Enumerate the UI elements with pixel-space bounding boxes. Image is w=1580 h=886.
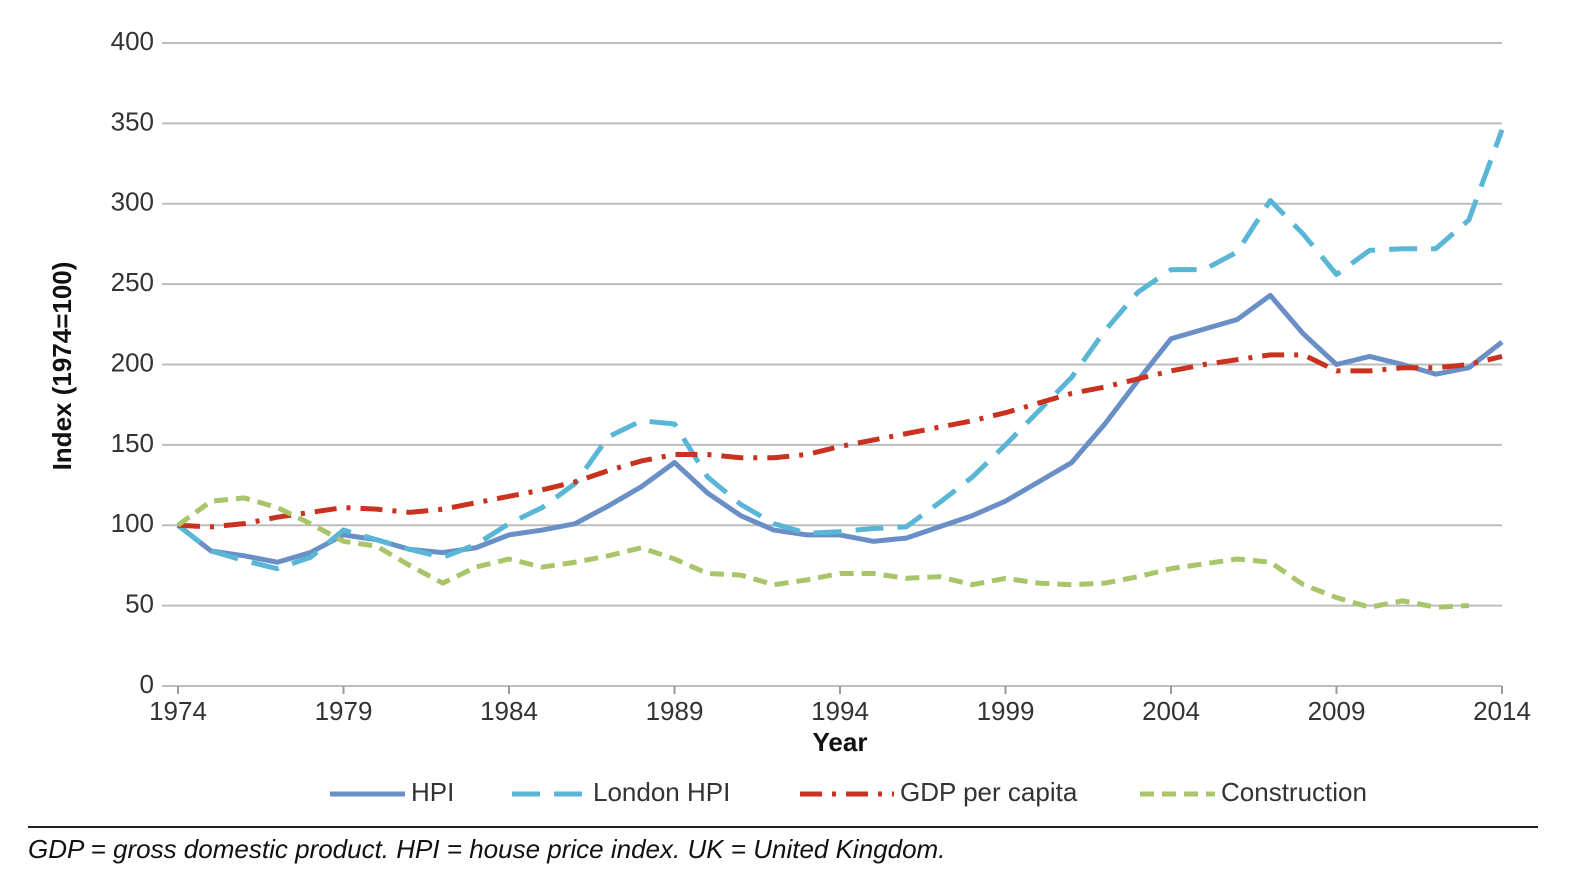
- y-tick-label: 50: [125, 589, 154, 619]
- legend-label: Construction: [1221, 777, 1367, 807]
- x-axis-label: Year: [813, 727, 868, 757]
- x-tick-label: 1974: [149, 696, 207, 726]
- y-tick-label: 100: [111, 508, 154, 538]
- series-line: [176, 495, 1470, 610]
- x-tick-label: 2014: [1473, 696, 1531, 726]
- y-tick-label: 300: [111, 187, 154, 217]
- x-tick-label: 1989: [646, 696, 704, 726]
- series-line: [176, 128, 1505, 572]
- x-tick-label: 1979: [315, 696, 373, 726]
- x-tick-label: 1999: [977, 696, 1035, 726]
- y-tick-label: 400: [111, 26, 154, 56]
- x-tick-label: 1984: [480, 696, 538, 726]
- y-tick-label: 0: [140, 669, 154, 699]
- x-tick-label: 2004: [1142, 696, 1200, 726]
- footnote: GDP = gross domestic product. HPI = hous…: [28, 834, 945, 864]
- y-axis-label: Index (1974=100): [47, 262, 77, 471]
- legend-label: HPI: [411, 777, 454, 807]
- series-line: [177, 352, 1503, 530]
- legend-label: GDP per capita: [900, 777, 1078, 807]
- y-tick-label: 200: [111, 347, 154, 377]
- series-line: [176, 292, 1504, 565]
- legend-label: London HPI: [593, 777, 730, 807]
- y-tick-label: 150: [111, 428, 154, 458]
- y-tick-label: 250: [111, 267, 154, 297]
- x-tick-label: 1994: [811, 696, 869, 726]
- y-tick-label: 350: [111, 106, 154, 136]
- x-tick-label: 2009: [1308, 696, 1366, 726]
